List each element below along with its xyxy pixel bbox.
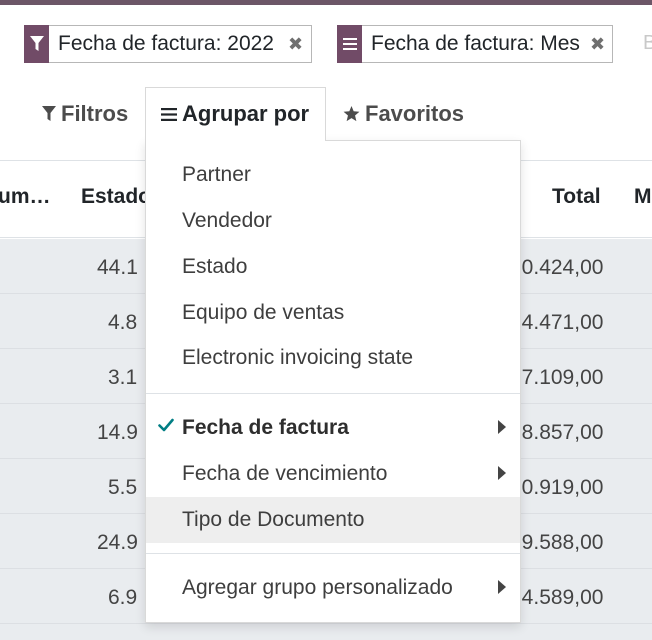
cell-total: 34.589,00 [510,586,604,609]
close-icon[interactable]: ✖ [287,33,304,54]
cell-total: 30.424,00 [510,256,604,279]
column-header-estado[interactable]: Estado [81,185,152,208]
caret-right-icon [498,466,506,480]
groupby-button[interactable]: Agrupar por [161,96,309,132]
group-by-icon [337,25,362,63]
cell-amount: 3.1 [108,366,138,389]
column-header-m[interactable]: M [634,185,652,208]
menu-divider [146,553,520,554]
cell-amount: 14.9 [97,421,138,444]
cell-total: 50.919,00 [510,476,604,499]
cell-amount: 4.8 [108,311,138,334]
groupby-option-fecha-de-vencimiento[interactable]: Fecha de vencimiento [146,452,520,496]
table-row[interactable]: 6.9 34.589,00 [0,569,652,624]
filter-icon [24,25,49,63]
groupby-dropdown-menu: Partner Vendedor Estado Equipo de ventas… [145,140,521,623]
add-custom-group-label: Agregar grupo personalizado [182,576,453,599]
groupby-option-partner[interactable]: Partner [182,163,251,186]
cell-amount: 6.9 [108,586,138,609]
cell-amount: 5.5 [108,476,138,499]
groupby-option-vendedor[interactable]: Vendedor [182,209,272,232]
groupby-option-fecha-de-factura[interactable]: Fecha de factura [146,406,520,450]
caret-right-icon [498,580,506,594]
groupby-option-label: Fecha de factura [182,416,349,439]
filters-label: Filtros [61,101,129,126]
favorites-button[interactable]: Favoritos [343,96,464,132]
filter-icon [42,106,56,121]
filters-button[interactable]: Filtros [42,96,128,132]
groupby-option-equipo-de-ventas[interactable]: Equipo de ventas [182,301,345,324]
menu-divider [146,393,520,394]
facet-filter-chip[interactable]: Fecha de factura: 2022 ✖ [24,25,313,63]
groupby-option-tipo-de-documento[interactable]: Tipo de Documento [146,497,520,543]
checkmark-icon [158,418,174,432]
facet-groupby-chip[interactable]: Fecha de factura: Mes ✖ [337,25,614,63]
cell-total: 39.588,00 [510,531,604,554]
cell-amount: 44.1 [97,256,138,279]
cell-total: 54.471,00 [510,311,604,334]
groupby-label: Agrupar por [182,101,310,126]
star-icon [343,106,360,122]
favorites-label: Favoritos [365,101,465,126]
cell-amount: 24.9 [97,531,138,554]
top-navbar-strip [0,0,652,5]
search-input-ghost[interactable]: B [643,32,652,54]
group-by-icon [161,107,177,121]
add-custom-group-option[interactable]: Agregar grupo personalizado [146,566,520,610]
cell-total: 37.109,00 [510,366,604,389]
cell-total: 58.857,00 [510,421,604,444]
column-header-number[interactable]: um… [0,185,51,208]
facet-groupby-label: Fecha de factura: Mes [371,32,580,55]
groupby-option-label: Fecha de vencimiento [182,462,388,485]
facet-filter-label: Fecha de factura: 2022 [58,32,274,55]
close-icon[interactable]: ✖ [589,33,606,54]
column-header-total[interactable]: Total [552,185,601,208]
caret-right-icon [498,420,506,434]
groupby-option-estado[interactable]: Estado [182,255,248,278]
groupby-option-electronic-invoicing-state[interactable]: Electronic invoicing state [182,346,414,369]
